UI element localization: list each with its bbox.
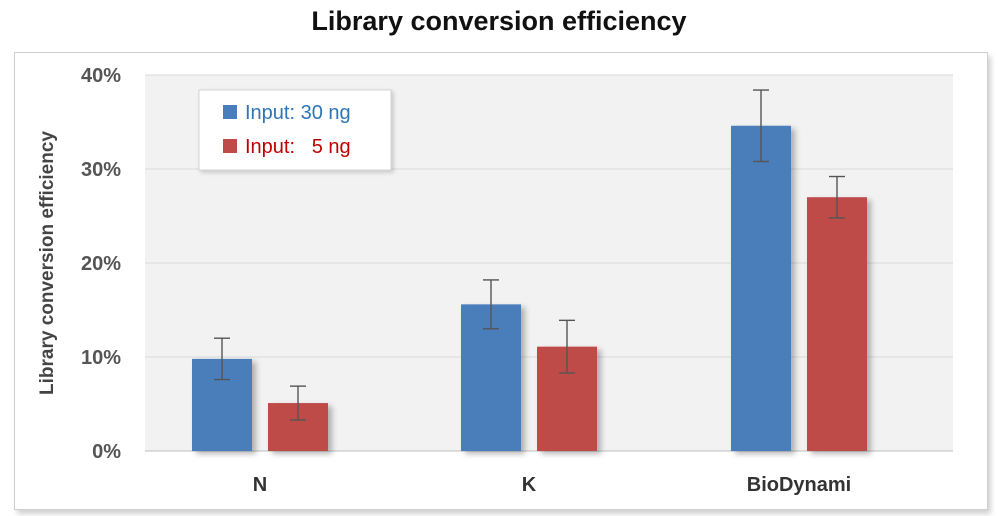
legend-swatch-5ng (223, 139, 237, 153)
y-tick-label: 40% (81, 65, 121, 87)
legend-label-30ng: Input: 30 ng (245, 102, 351, 124)
y-axis-ticks: 0% 10% 20% 30% 40% (81, 65, 121, 463)
x-category-label: BioDynami (747, 474, 851, 496)
y-tick-label: 30% (81, 159, 121, 181)
bar (807, 197, 867, 451)
y-tick-label: 0% (92, 441, 121, 463)
legend-label-5ng: Input: 5 ng (245, 136, 351, 158)
x-category-label: K (522, 474, 537, 496)
bar-chart: 0% 10% 20% 30% 40% N K BioDynami Library conve… (37, 65, 953, 496)
error-bars (214, 89, 845, 421)
legend-swatch-30ng (223, 105, 237, 119)
y-tick-label: 20% (81, 253, 121, 275)
y-axis-label: Library conversion efficiency (37, 131, 58, 395)
y-tick-label: 10% (81, 347, 121, 369)
chart-title: Library conversion efficiency (311, 6, 687, 36)
x-category-label: N (253, 474, 267, 496)
chart-frame: 0% 10% 20% 30% 40% N K BioDynami Library conve… (14, 52, 988, 510)
bar (731, 125, 791, 451)
legend: Input: 30 ng Input: 5 ng (198, 89, 392, 171)
bars (192, 125, 867, 451)
x-axis-categories: N K BioDynami (253, 474, 851, 496)
legend-box (198, 89, 392, 171)
